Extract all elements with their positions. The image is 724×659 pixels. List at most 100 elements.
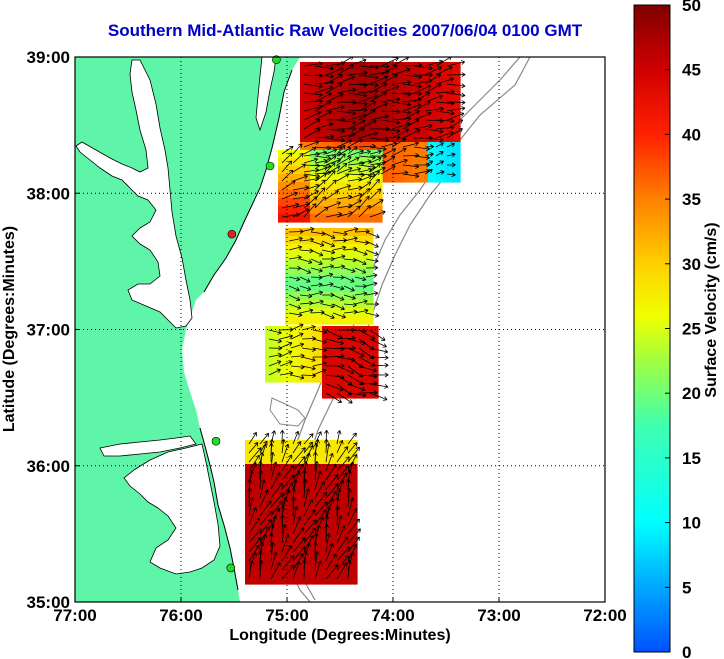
velocity-cell (308, 62, 317, 71)
velocity-cell (322, 382, 331, 391)
colorbar (633, 4, 671, 653)
velocity-arrow (347, 518, 360, 535)
velocity-cell (326, 214, 335, 223)
velocity-cell (293, 496, 302, 505)
velocity-arrow (321, 312, 335, 320)
velocity-cell (318, 190, 327, 199)
velocity-cell (317, 520, 326, 529)
velocity-cell (317, 300, 326, 309)
velocity-cell (349, 504, 358, 513)
colorbar-tick-label: 25 (682, 320, 701, 339)
velocity-cell (269, 528, 278, 537)
velocity-cell (293, 536, 302, 545)
velocity-cell (428, 174, 437, 183)
velocity-arrow (369, 362, 389, 368)
chart-title: Southern Mid-Atlantic Raw Velocities 200… (107, 21, 583, 40)
velocity-cell (357, 260, 366, 269)
velocity-cell (341, 308, 350, 317)
velocity-cell (302, 190, 311, 199)
velocity-cell (341, 292, 350, 301)
velocity-cell (452, 118, 461, 127)
velocity-cell (338, 390, 347, 399)
velocity-cell (326, 190, 335, 199)
y-axis-label: Latitude (Degrees:Minutes) (1, 226, 18, 432)
velocity-arrow (346, 559, 352, 580)
velocity-cell (357, 236, 366, 245)
velocity-cell (348, 102, 357, 111)
velocity-cell (412, 94, 421, 103)
velocity-arrow (446, 152, 456, 158)
velocity-cell (350, 206, 359, 215)
velocity-arrow (288, 285, 300, 292)
velocity-arrow (380, 135, 401, 140)
velocity-cell (346, 374, 355, 383)
velocity-cell (301, 568, 310, 577)
velocity-cell (349, 472, 358, 481)
velocity-cell (325, 316, 334, 325)
velocity-arrow (312, 329, 328, 335)
velocity-cell (420, 110, 429, 119)
velocity-cell (325, 456, 334, 465)
velocity-arrow (336, 392, 353, 404)
velocity-cell (349, 228, 358, 237)
velocity-cell (278, 198, 287, 207)
velocity-arrow (303, 433, 314, 445)
velocity-arrow (268, 338, 282, 344)
velocity-cell (308, 134, 317, 143)
velocity-cell (350, 174, 359, 183)
velocity-arrow (268, 368, 281, 376)
velocity-cell (444, 86, 453, 95)
velocity-arrow (279, 360, 293, 367)
velocity-cell (313, 342, 322, 351)
velocity-cell (301, 284, 310, 293)
velocity-arrow (303, 498, 314, 517)
velocity-cell (301, 260, 310, 269)
velocity-cell (309, 300, 318, 309)
velocity-arrow (347, 146, 358, 155)
velocity-cell (349, 512, 358, 521)
velocity-cell (330, 358, 339, 367)
velocity-cell (325, 464, 334, 473)
velocity-arrow (325, 564, 339, 580)
velocity-cell (396, 62, 405, 71)
velocity-arrow (270, 541, 275, 562)
velocity-arrow (248, 560, 254, 580)
velocity-cell (444, 118, 453, 127)
velocity-cell (452, 110, 461, 119)
velocity-arrow (354, 283, 367, 289)
velocity-cell (316, 118, 325, 127)
velocity-arrow (281, 465, 295, 481)
velocity-cell (326, 174, 335, 183)
velocity-arrow (446, 128, 463, 139)
colorbar-tick-label: 5 (682, 578, 691, 597)
velocity-cell (309, 260, 318, 269)
velocity-cell (293, 308, 302, 317)
velocity-cell (330, 350, 339, 359)
velocity-cell (310, 158, 319, 167)
radar-stations (211, 55, 281, 573)
velocity-cell (349, 536, 358, 545)
velocity-cell (366, 214, 375, 223)
velocity-cell (338, 342, 347, 351)
velocity-arrow (301, 356, 316, 362)
velocity-cell (277, 472, 286, 481)
velocity-cell (285, 576, 294, 585)
velocity-arrow (347, 92, 368, 98)
velocity-arrow (446, 172, 456, 178)
velocity-arrow (268, 329, 282, 335)
velocity-arrow (290, 323, 304, 331)
velocity-cell (305, 342, 314, 351)
velocity-arrow (312, 451, 318, 472)
velocity-cell (316, 94, 325, 103)
velocity-cell (380, 70, 389, 79)
velocity-arrow (248, 544, 260, 562)
velocity-cell (322, 358, 331, 367)
velocity-cell (396, 110, 405, 119)
velocity-cell (349, 284, 358, 293)
velocity-cell (317, 488, 326, 497)
velocity-arrow (321, 264, 334, 269)
colorbar-tick-label: 15 (682, 449, 701, 468)
velocity-arrow (292, 546, 306, 562)
velocity-cell (317, 236, 326, 245)
colorbar-tick-label: 45 (682, 61, 701, 80)
